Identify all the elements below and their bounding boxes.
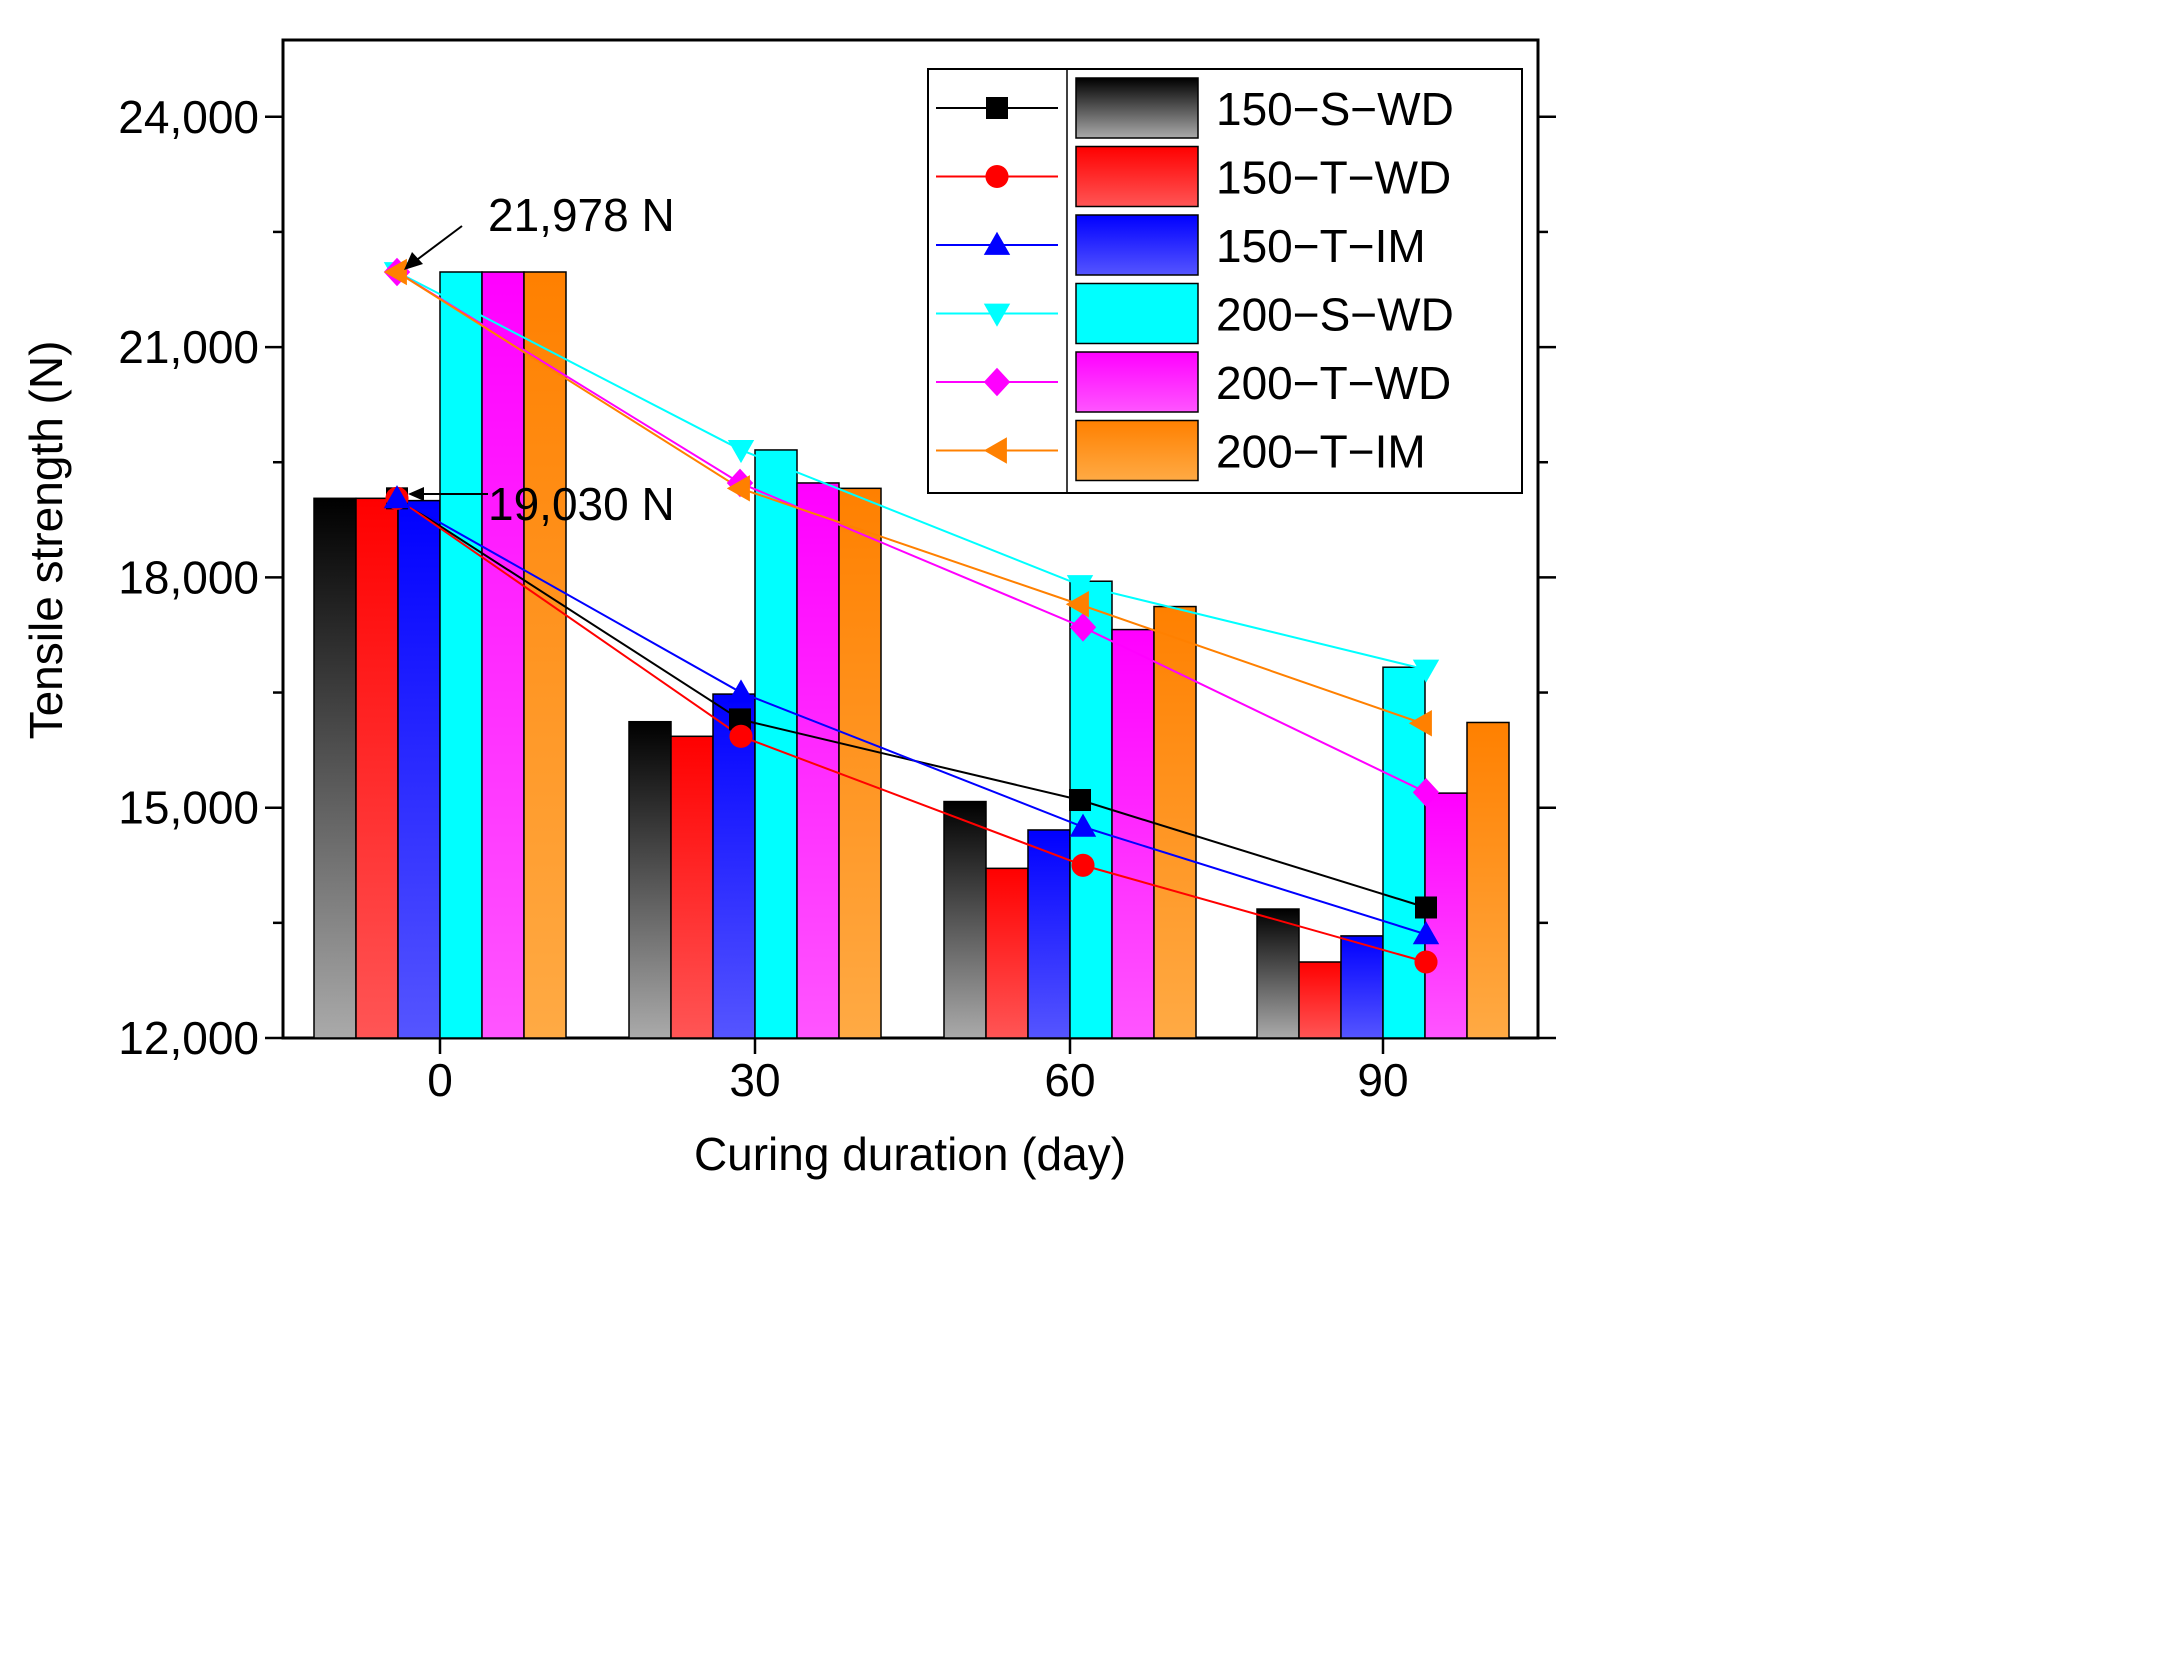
legend-swatch-200-T-IM	[1075, 419, 1199, 482]
marker-200-T-IM-day-60	[1065, 591, 1089, 618]
marker-150-S-WD-day-30	[729, 708, 751, 731]
marker-150-T-WD-day-60	[1071, 853, 1095, 877]
bar-150-T-WD-day-90	[1298, 961, 1342, 1039]
legend-item-200-T-WD: 200−T−WD	[936, 351, 1451, 413]
legend-marker-200-S-WD	[983, 303, 1011, 327]
legend-item-150-T-IM: 150−T−IM	[936, 214, 1426, 276]
legend-swatch-200-S-WD	[1075, 282, 1199, 345]
marker-150-T-IM-day-30	[727, 679, 755, 703]
marker-150-T-WD-day-90	[1414, 950, 1438, 974]
legend-frame	[927, 68, 1523, 494]
line-200-T-IM	[396, 271, 1423, 725]
legend: 150−S−WD 150−T−WD 150−T−IM 200−S−WD 200−T−WD…	[927, 68, 1523, 494]
markers-layer	[383, 257, 1440, 974]
bar-150-T-WD-day-0	[355, 497, 399, 1039]
bar-200-S-WD-day-90	[1382, 666, 1426, 1039]
annotation-21978-arrowhead	[404, 252, 423, 270]
marker-200-T-IM-day-90	[1408, 710, 1432, 737]
x-tick-label-90: 90	[1357, 1054, 1408, 1106]
line-150-T-IM	[396, 497, 1427, 936]
legend-marker-150-T-IM	[983, 231, 1011, 255]
x-tick-label-60: 60	[1044, 1054, 1095, 1106]
y-tick-label-21000: 21,000	[118, 321, 259, 373]
annotation-19030: 19,030 N	[408, 478, 675, 530]
marker-150-T-WD-day-30	[729, 724, 753, 748]
legend-swatch-150-T-IM	[1075, 214, 1199, 276]
bar-200-T-IM-day-0	[523, 271, 567, 1039]
annotation-21978-label: 21,978 N	[488, 189, 675, 241]
marker-200-T-WD-day-90	[1412, 778, 1440, 807]
marker-150-T-IM-day-60	[1069, 813, 1097, 837]
bar-200-T-WD-day-0	[481, 271, 525, 1039]
bar-150-T-IM-day-30	[712, 693, 756, 1039]
legend-label-200-T-WD: 200−T−WD	[1216, 357, 1451, 409]
legend-label-200-T-IM: 200−T−IM	[1216, 426, 1426, 478]
marker-200-T-IM-day-30	[726, 475, 750, 502]
bar-150-S-WD-day-60	[943, 800, 987, 1039]
marker-150-T-IM-day-0	[383, 485, 411, 509]
plot-frame	[281, 38, 1540, 1040]
bar-200-T-IM-day-30	[838, 487, 882, 1039]
marker-150-T-IM-day-90	[1412, 921, 1440, 945]
y-axis-title: Tensile strength (N)	[20, 341, 72, 740]
legend-marker-150-T-WD	[985, 164, 1009, 189]
x-tick-label-0: 0	[427, 1054, 453, 1106]
marker-200-T-IM-day-0	[383, 258, 407, 286]
marker-150-S-WD-day-90	[1415, 896, 1437, 919]
lines-layer	[396, 271, 1427, 963]
line-200-S-WD	[396, 271, 1427, 671]
legend-marker-200-T-IM	[983, 437, 1007, 464]
x-axis-title: Curing duration (day)	[694, 1128, 1126, 1180]
legend-marker-150-S-WD	[986, 97, 1008, 119]
y-tick-label-12000: 12,000	[118, 1012, 259, 1064]
legend-swatch-200-T-WD	[1075, 351, 1199, 413]
legend-marker-200-T-WD	[983, 367, 1011, 397]
bar-200-S-WD-day-0	[439, 271, 483, 1039]
legend-swatch-150-S-WD	[1075, 77, 1199, 139]
legend-label-150-T-WD: 150−T−WD	[1216, 152, 1451, 204]
marker-200-S-WD-day-90	[1412, 659, 1440, 683]
marker-200-T-WD-day-60	[1069, 612, 1097, 642]
bar-200-T-IM-day-90	[1466, 721, 1510, 1039]
marker-150-S-WD-day-60	[1069, 789, 1091, 812]
marker-200-S-WD-day-30	[727, 440, 755, 464]
line-200-T-WD	[396, 271, 1427, 794]
legend-swatch-150-T-WD	[1075, 145, 1199, 208]
marker-200-S-WD-day-60	[1066, 575, 1094, 599]
legend-item-200-S-WD: 200−S−WD	[936, 282, 1454, 345]
bar-150-S-WD-day-0	[313, 497, 357, 1039]
bar-150-T-IM-day-90	[1340, 935, 1384, 1039]
tensile-strength-chart: 12,000 15,000 18,000 21,000 24,000 0 30 60 90 Cu…	[20, 38, 1556, 1180]
bar-200-T-WD-day-60	[1111, 628, 1155, 1039]
ticks-layer: 12,000 15,000 18,000 21,000 24,000 0 30 60 90	[118, 91, 1556, 1106]
bar-150-T-WD-day-30	[670, 735, 714, 1039]
y-tick-label-24000: 24,000	[118, 91, 259, 143]
legend-label-150-T-IM: 150−T−IM	[1216, 220, 1426, 272]
bar-150-S-WD-day-90	[1256, 908, 1300, 1039]
y-tick-label-18000: 18,000	[118, 551, 259, 603]
annotation-19030-arrowhead	[408, 487, 424, 501]
bars-layer	[313, 271, 1510, 1039]
legend-item-150-T-WD: 150−T−WD	[936, 145, 1451, 208]
line-150-T-WD	[396, 497, 1427, 963]
annotation-19030-label: 19,030 N	[488, 478, 675, 530]
annotation-21978: 21,978 N	[404, 189, 675, 270]
legend-item-150-S-WD: 150−S−WD	[936, 77, 1454, 139]
bar-150-T-IM-day-60	[1027, 829, 1071, 1039]
legend-item-200-T-IM: 200−T−IM	[936, 419, 1426, 482]
legend-label-200-S-WD: 200−S−WD	[1216, 289, 1454, 341]
y-tick-label-15000: 15,000	[118, 782, 259, 834]
bar-150-T-IM-day-0	[397, 499, 441, 1039]
legend-label-150-S-WD: 150−S−WD	[1216, 83, 1454, 135]
annotation-21978-arrow-line	[413, 225, 463, 263]
bar-150-T-WD-day-60	[985, 867, 1029, 1039]
x-tick-label-30: 30	[729, 1054, 780, 1106]
bar-150-S-WD-day-30	[628, 720, 672, 1039]
